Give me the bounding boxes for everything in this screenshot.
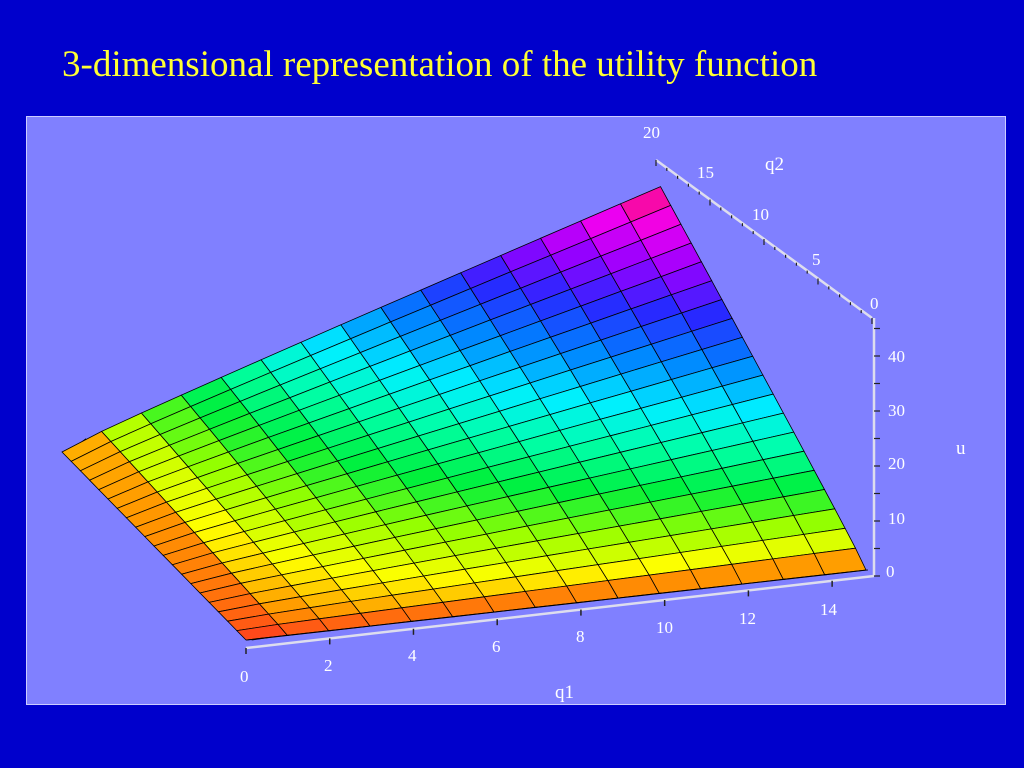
- u-tick-label: 20: [888, 454, 905, 473]
- u-tick-label: 40: [888, 347, 905, 366]
- q1-axis-title: q1: [555, 682, 574, 703]
- slide-title: 3-dimensional representation of the util…: [62, 44, 818, 85]
- surface-facet: [824, 569, 869, 576]
- q2-tick-label: 15: [697, 163, 714, 182]
- q2-axis-title: q2: [765, 154, 784, 175]
- q1-tick-label: 0: [240, 667, 249, 686]
- q1-tick-labels: 0 2 4 6 8 10 12 14: [240, 600, 838, 686]
- u-tick-label: 0: [886, 562, 895, 581]
- u-tick-labels: 0 10 20 30 40: [886, 347, 905, 581]
- q2-tick-label: 5: [812, 250, 821, 269]
- surface-mesh: [61, 186, 869, 641]
- q1-tick-label: 12: [739, 609, 756, 628]
- u-tick-label: 30: [888, 401, 905, 420]
- axis-line: [245, 574, 875, 650]
- q1-tick-label: 6: [492, 637, 501, 656]
- q2-tick-label: 20: [643, 123, 660, 142]
- q2-tick-label: 10: [752, 205, 769, 224]
- u-axis-title: u: [956, 438, 966, 459]
- q1-tick-label: 8: [576, 627, 585, 646]
- q2-tick-label: 0: [870, 294, 879, 313]
- axes: [245, 158, 880, 654]
- q1-tick-label: 2: [324, 656, 333, 675]
- q1-tick-label: 10: [656, 618, 673, 637]
- q2-tick-labels: 0 5 10 15 20: [643, 123, 879, 313]
- u-tick-label: 10: [888, 509, 905, 528]
- q1-tick-label: 14: [820, 600, 838, 619]
- q1-tick-label: 4: [408, 646, 417, 665]
